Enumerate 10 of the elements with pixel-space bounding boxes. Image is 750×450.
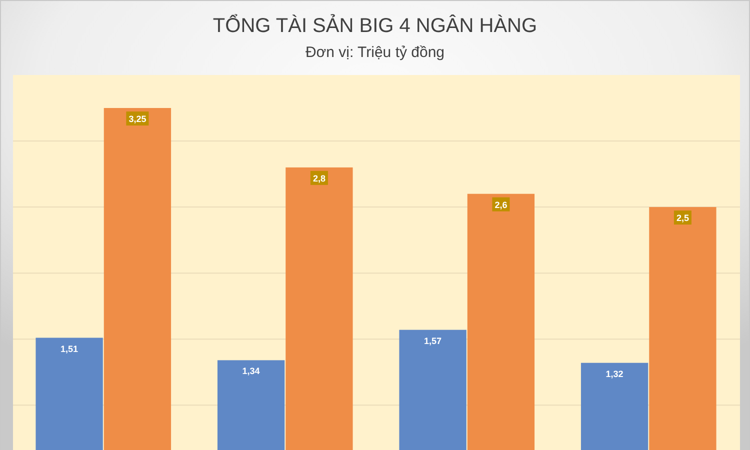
chart-title: TỔNG TÀI SẢN BIG 4 NGÂN HÀNG	[212, 14, 538, 37]
data-label: 1,57	[424, 336, 442, 346]
chart-subtitle: Đơn vị: Triệu tỷ đồng	[305, 44, 445, 61]
data-label: 2,5	[676, 213, 689, 224]
data-label: 1,32	[606, 368, 624, 379]
data-label: 1,51	[60, 344, 78, 354]
data-label: 2,6	[494, 200, 508, 210]
data-label: 3,25	[128, 114, 146, 124]
data-label: 2,8	[312, 173, 326, 184]
data-label: 1,34	[242, 366, 260, 376]
